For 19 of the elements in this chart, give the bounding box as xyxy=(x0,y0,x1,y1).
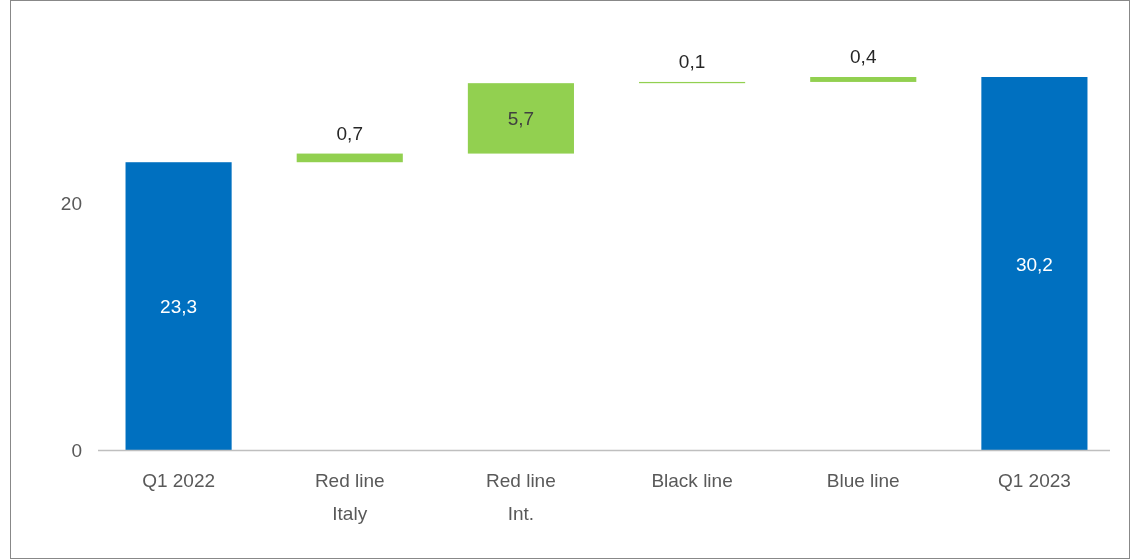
bar xyxy=(125,162,232,450)
x-tick-label: Q1 2022 xyxy=(142,470,216,491)
x-tick-label: Q1 2023 xyxy=(997,470,1071,491)
y-tick-label: 20 xyxy=(60,192,82,214)
bar xyxy=(467,83,574,154)
bar xyxy=(296,153,403,163)
bar xyxy=(981,77,1088,450)
x-tick-label: Red line Italy xyxy=(314,470,385,524)
data-label: 5,7 xyxy=(507,108,535,130)
x-tick-label: Blue line xyxy=(826,470,900,491)
bar xyxy=(810,77,917,82)
x-tick-label: Red line Int. xyxy=(486,470,556,524)
data-label: 23,3 xyxy=(160,296,198,318)
x-tick-label: Black line xyxy=(651,470,733,491)
data-label: 30,2 xyxy=(1015,253,1053,275)
y-tick-label: 0 xyxy=(71,439,82,461)
data-label: 0,7 xyxy=(336,122,363,144)
data-label: 0,1 xyxy=(678,50,706,72)
data-label: 0,4 xyxy=(850,46,877,67)
